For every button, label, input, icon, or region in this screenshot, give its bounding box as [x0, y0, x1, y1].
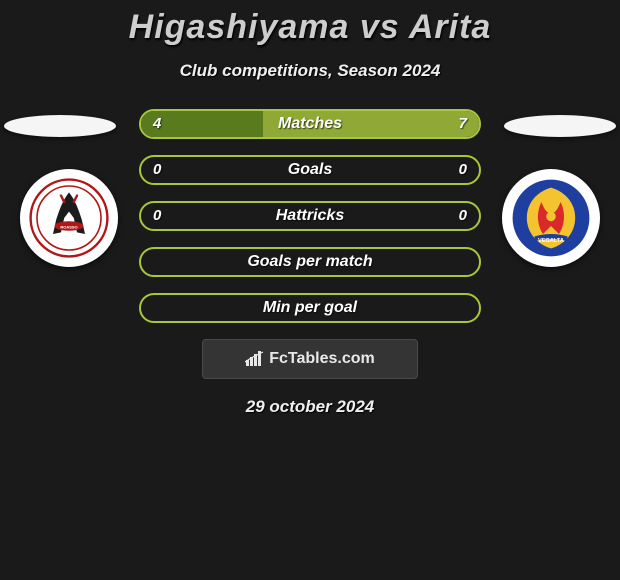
stat-label: Goals per match — [247, 253, 372, 271]
svg-text:VEGALTA: VEGALTA — [538, 238, 564, 244]
stat-value-left: 4 — [153, 111, 161, 137]
stat-row: Min per goal — [139, 293, 481, 323]
stat-value-left: 0 — [153, 157, 161, 183]
page-title: Higashiyama vs Arita — [0, 8, 620, 47]
stat-row: Hattricks 0 0 — [139, 201, 481, 231]
stat-rows: Matches 4 7 Goals 0 0 Hattricks 0 0 Goals per mat… — [139, 109, 481, 323]
roasso-kumamoto-logo-icon: ROASSO — [29, 178, 109, 258]
stat-label: Hattricks — [276, 207, 344, 225]
team-badge-right: VEGALTA — [502, 169, 600, 267]
chart-icon — [245, 351, 265, 367]
content-area: ROASSO VEGALTA Matches47Goals00Hattricks… — [0, 109, 620, 417]
vegalta-sendai-logo-icon: VEGALTA — [511, 178, 591, 258]
stat-value-right: 7 — [459, 111, 467, 137]
brand-badge[interactable]: FcTables.com — [202, 339, 418, 379]
stat-label: Min per goal — [263, 299, 357, 317]
subtitle: Club competitions, Season 2024 — [0, 61, 620, 81]
stat-value-right: 0 — [459, 157, 467, 183]
brand-label: FcTables.com — [245, 350, 375, 368]
stat-label: Goals — [288, 161, 332, 179]
team-shadow-right — [504, 115, 616, 137]
stat-label: Matches — [278, 115, 342, 133]
stat-value-left: 0 — [153, 203, 161, 229]
stat-row: Goals 0 0 — [139, 155, 481, 185]
footer-date: 29 october 2024 — [0, 397, 620, 417]
svg-text:ROASSO: ROASSO — [60, 224, 77, 229]
stat-value-right: 0 — [459, 203, 467, 229]
stat-row: Matches 4 7 — [139, 109, 481, 139]
team-shadow-left — [4, 115, 116, 137]
comparison-card: Higashiyama vs Arita Club competitions, … — [0, 0, 620, 580]
team-badge-left: ROASSO — [20, 169, 118, 267]
brand-text: FcTables.com — [269, 350, 375, 368]
stat-row: Goals per match — [139, 247, 481, 277]
